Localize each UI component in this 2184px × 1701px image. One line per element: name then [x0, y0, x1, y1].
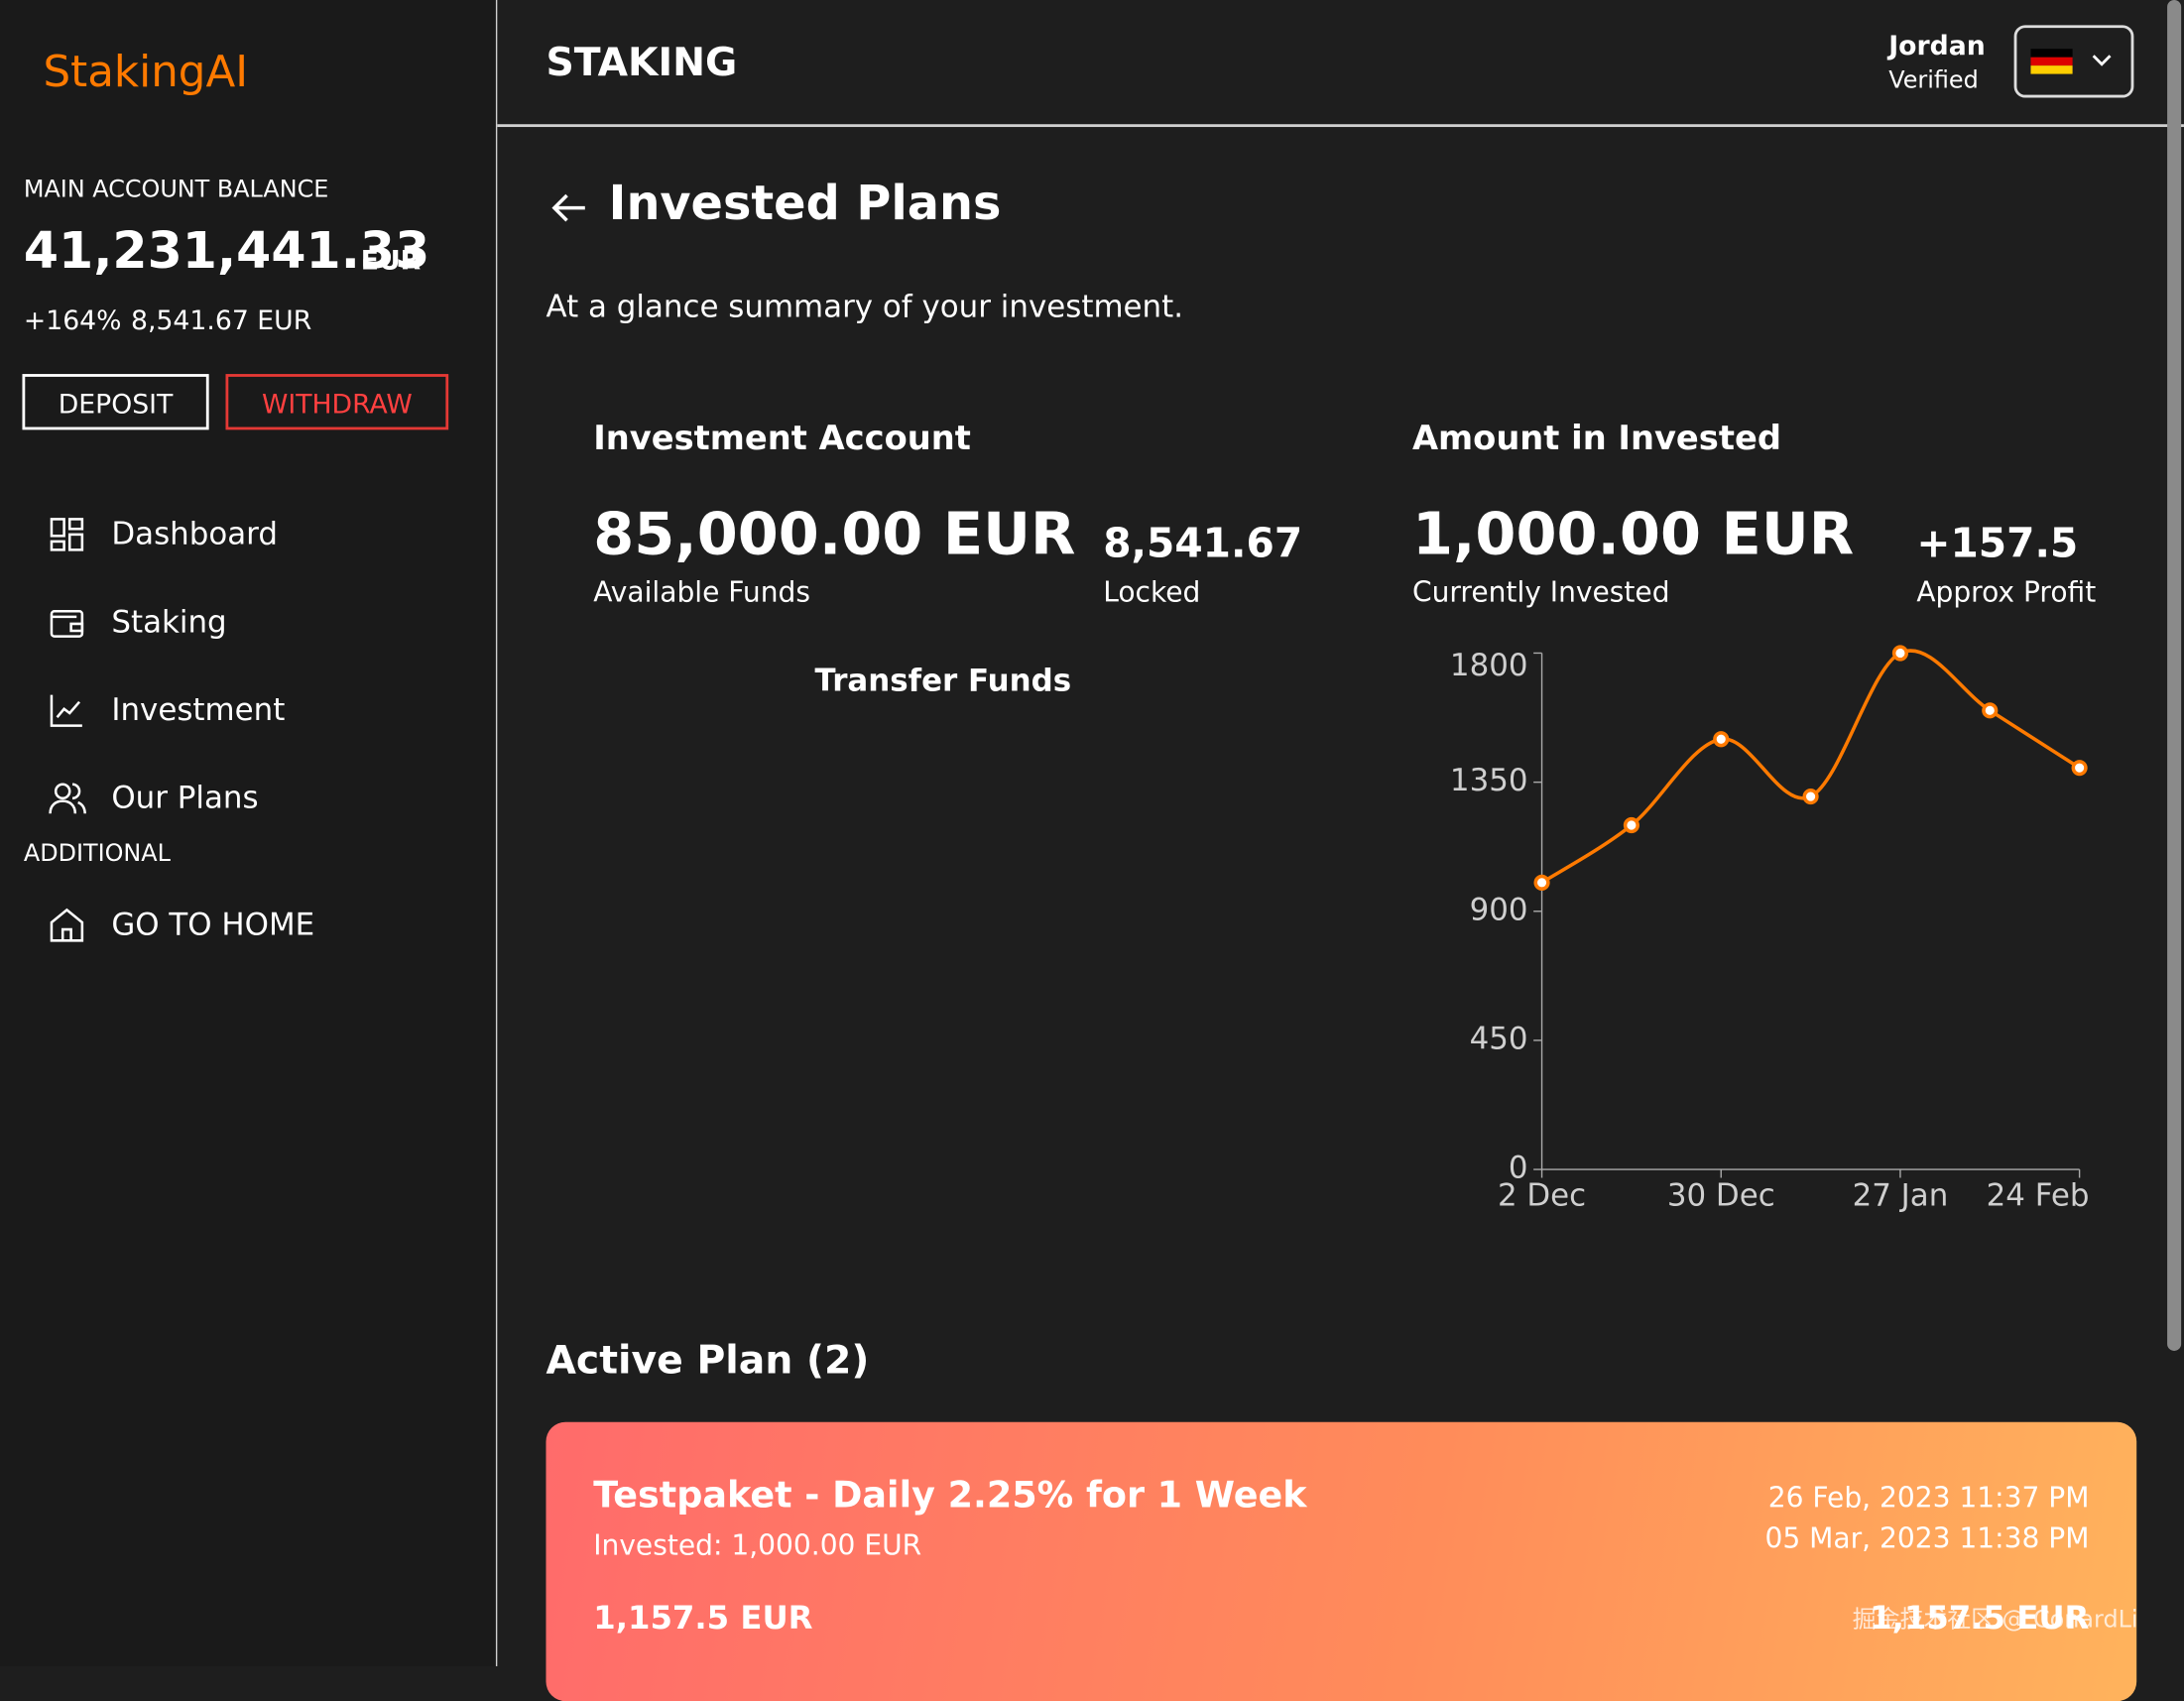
available-funds: 85,000.00 EUR — [593, 499, 1076, 568]
plan-total: 1,157.5 EUR — [593, 1600, 813, 1638]
plan-invested: Invested: 1,000.00 EUR — [593, 1527, 922, 1562]
point — [1982, 702, 1999, 719]
y-tick-label: 1350 — [1450, 763, 1528, 798]
nav-item[interactable]: Our Plans — [48, 779, 259, 817]
nav-label: Staking — [111, 604, 227, 641]
point — [1891, 645, 1909, 662]
currency: EUR — [360, 245, 422, 277]
y-tick-label: 1800 — [1450, 648, 1528, 683]
card-heading: Amount in Invested — [1411, 419, 1781, 458]
watermark: 掘金技术社区 @ ConardLi — [1852, 1606, 2138, 1635]
nav-item[interactable]: Dashboard — [48, 515, 278, 553]
profit: +157.5 — [1916, 519, 2079, 567]
flag — [2030, 49, 2112, 74]
chart: 0 450 900 1350 1800 2 Dec 30 Dec 27 Jan 24 Feb — [1450, 645, 2090, 1214]
nav-label: GO TO HOME — [111, 908, 315, 943]
invested-amount: 1,000.00 EUR — [1411, 499, 1855, 568]
line — [1540, 649, 2081, 885]
point — [1713, 731, 1730, 748]
profit-label: Approx Profit — [1916, 574, 2097, 609]
user-name: Jordan — [1888, 30, 1986, 61]
user-status: Verified — [1888, 66, 1979, 95]
nav-item[interactable]: GO TO HOME — [48, 906, 314, 944]
transfer-button[interactable]: Transfer Funds — [814, 664, 1072, 699]
language-select[interactable] — [2013, 25, 2134, 98]
plan-payout: 1,157.5 EUR — [1870, 1600, 2090, 1638]
plan-card[interactable]: Testpaket - Daily 2.25% for 1 Week Inves… — [546, 1421, 2137, 1701]
page-title: Invested Plans — [608, 176, 1002, 232]
x-tick-label: 2 Dec — [1498, 1178, 1586, 1214]
y-tick-label: 0 — [1509, 1151, 1528, 1186]
y-tick-label: 900 — [1470, 892, 1528, 927]
header-border — [497, 124, 2184, 128]
withdraw-button[interactable]: WITHDRAW — [225, 374, 449, 430]
x-tick-label: 30 Dec — [1667, 1178, 1775, 1214]
plan-name: Testpaket - Daily 2.25% for 1 Week — [593, 1475, 1307, 1518]
nav-item[interactable]: Staking — [48, 603, 227, 642]
y-tick-label: 450 — [1470, 1021, 1528, 1056]
page-subtitle: At a glance summary of your investment. — [546, 290, 1184, 325]
invested-label: Currently Invested — [1411, 574, 1670, 609]
section-label: ADDITIONAL — [23, 840, 171, 869]
plan-start: 26 Feb, 2023 11:37 PM — [1767, 1480, 2090, 1515]
x-tick-label: 24 Feb — [1987, 1178, 2090, 1214]
nav-label: Investment — [111, 692, 286, 728]
balance: 41,231,441.33 — [23, 223, 430, 281]
change-amount: 8,541.67 EUR — [131, 305, 312, 337]
x-tick-label: 27 Jan — [1853, 1178, 1949, 1214]
nav-item[interactable]: Investment — [48, 690, 286, 729]
locked-label: Locked — [1103, 574, 1201, 609]
balance-label: MAIN ACCOUNT BALANCE — [23, 176, 329, 204]
change: +164% — [23, 305, 122, 337]
point — [1623, 816, 1639, 834]
section-heading: Active Plan (2) — [546, 1336, 870, 1384]
deposit-button[interactable]: DEPOSIT — [22, 374, 209, 430]
nav-label: Our Plans — [111, 781, 259, 816]
point — [1802, 788, 1819, 805]
card-heading: Investment Account — [593, 419, 971, 458]
brand[interactable]: StakingAI — [43, 47, 249, 98]
scrollbar[interactable] — [2167, 0, 2182, 1351]
nav-label: Dashboard — [111, 517, 278, 552]
locked: 8,541.67 — [1103, 519, 1303, 567]
back-arrow[interactable] — [546, 184, 593, 232]
header-title: STAKING — [546, 39, 738, 85]
point — [1533, 874, 1550, 891]
plan-end: 05 Mar, 2023 11:38 PM — [1764, 1520, 2090, 1555]
available-label: Available Funds — [593, 574, 810, 609]
sidebar: StakingAI MAIN ACCOUNT BALANCE 41,231,44… — [0, 0, 498, 1666]
point — [2071, 760, 2088, 777]
